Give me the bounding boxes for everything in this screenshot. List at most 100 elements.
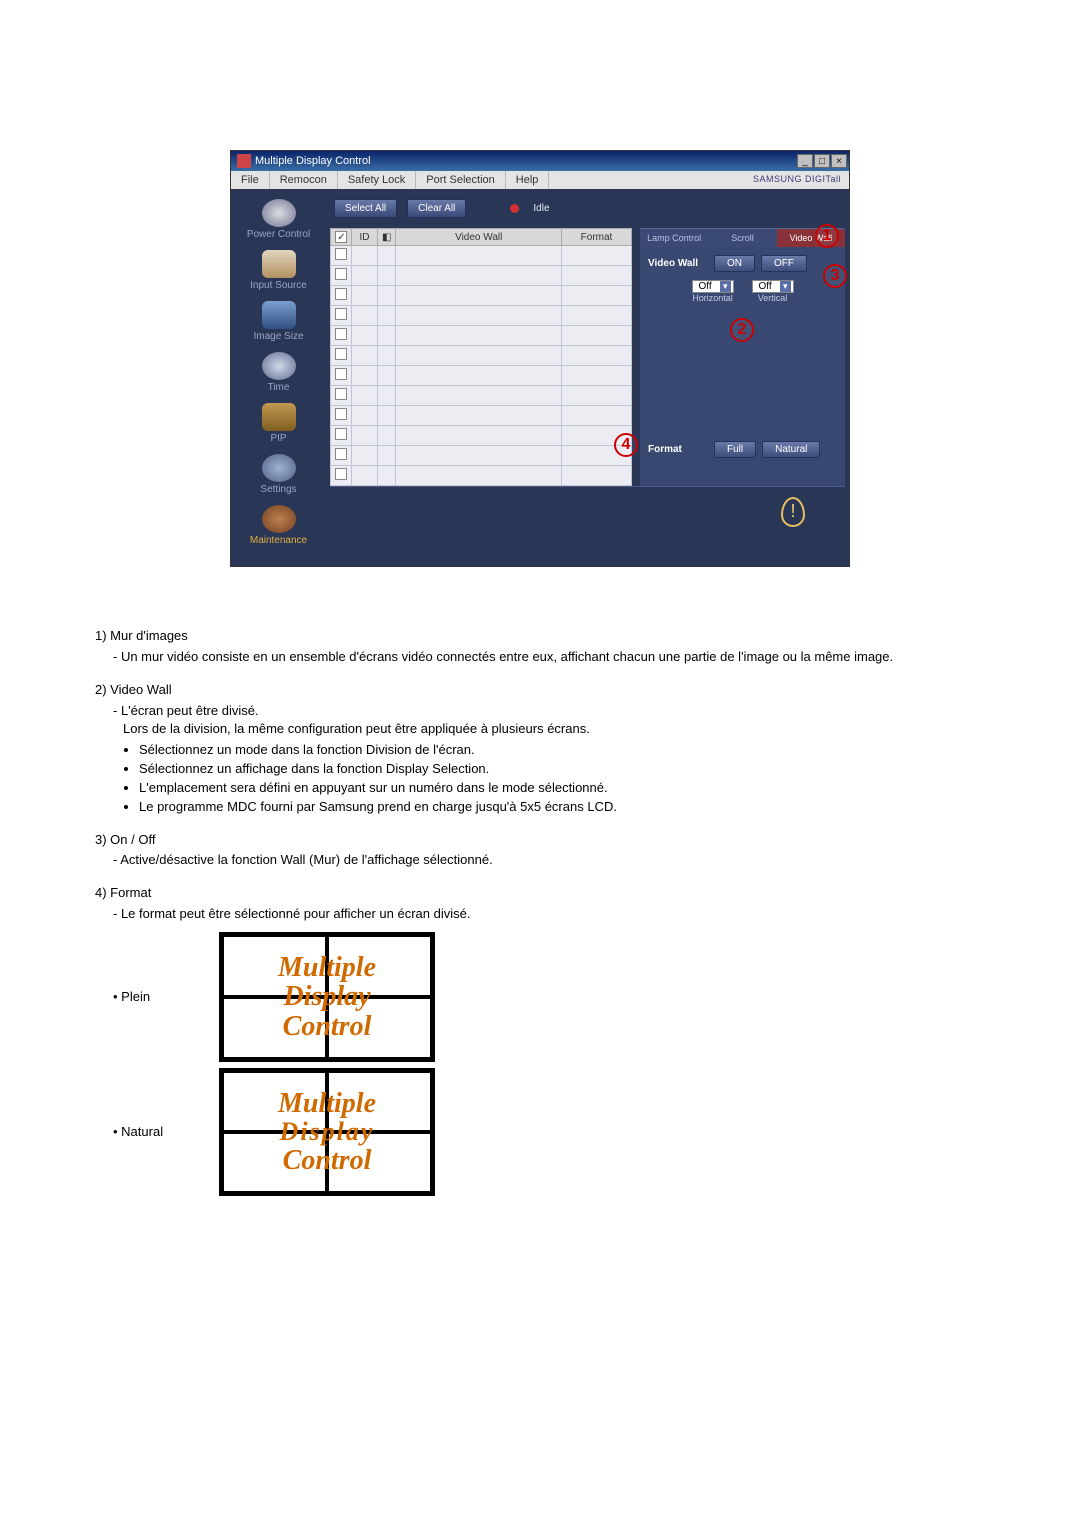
col-id: ID [352, 229, 378, 246]
row-checkbox[interactable] [335, 468, 347, 480]
image-size-icon [262, 301, 296, 329]
table-row[interactable] [331, 406, 632, 426]
row-checkbox[interactable] [335, 368, 347, 380]
tab-scroll[interactable]: Scroll [708, 228, 776, 247]
pip-icon [262, 403, 296, 431]
item-2: 2) Video Wall L'écran peut être divisé. … [95, 681, 1010, 817]
horizontal-select[interactable]: Off▾ [692, 280, 734, 293]
horizontal-value: Off [699, 281, 712, 292]
power-icon [262, 199, 296, 227]
row-checkbox[interactable] [335, 408, 347, 420]
row-checkbox[interactable] [335, 328, 347, 340]
callout-1: 1 [815, 224, 839, 248]
item-1-body: Un mur vidéo consiste en un ensemble d'é… [113, 649, 893, 664]
item-4-body: Le format peut être sélectionné pour aff… [113, 906, 470, 921]
item-3-head: 3) On / Off [95, 831, 1010, 850]
natural-button[interactable]: Natural [762, 441, 820, 458]
select-all-button[interactable]: Select All [334, 199, 397, 218]
sidebar-item-settings[interactable]: Settings [233, 454, 324, 495]
status-idle: Idle [533, 203, 549, 214]
table-row[interactable] [331, 446, 632, 466]
max-button[interactable]: □ [814, 154, 830, 168]
sidebar-label: Input Source [250, 280, 307, 291]
plein-label: Plein [113, 988, 203, 1007]
table-row[interactable] [331, 266, 632, 286]
sidebar-item-time[interactable]: Time [233, 352, 324, 393]
sidebar-item-pip[interactable]: PIP [233, 403, 324, 444]
row-checkbox[interactable] [335, 288, 347, 300]
menu-help[interactable]: Help [506, 171, 550, 189]
sidebar-item-input[interactable]: Input Source [233, 250, 324, 291]
row-checkbox[interactable] [335, 428, 347, 440]
sidebar-label: PIP [270, 433, 286, 444]
title-bar: Multiple Display Control _□× [231, 151, 849, 171]
sidebar-item-maintenance[interactable]: Maintenance [233, 505, 324, 546]
menu-file[interactable]: File [231, 171, 270, 189]
sidebar-label: Maintenance [250, 535, 307, 546]
row-checkbox[interactable] [335, 448, 347, 460]
format-label: Format [648, 444, 708, 455]
table-row[interactable] [331, 286, 632, 306]
list-item: Le programme MDC fourni par Samsung pren… [139, 798, 1010, 817]
plein-figure: Multiple Display Control [219, 932, 435, 1062]
work-row: ID ◧ Video Wall Format La [330, 228, 845, 486]
sidebar-label: Settings [260, 484, 296, 495]
item-2-head: 2) Video Wall [95, 681, 1010, 700]
window-buttons: _□× [796, 154, 847, 168]
table-row[interactable] [331, 346, 632, 366]
vertical-group: Off▾ Vertical [752, 280, 794, 303]
item-1: 1) Mur d'images Un mur vidéo consiste en… [95, 627, 1010, 667]
row-checkbox[interactable] [335, 268, 347, 280]
item-3-body: Active/désactive la fonction Wall (Mur) … [113, 852, 493, 867]
window-title: Multiple Display Control [255, 155, 371, 167]
on-button[interactable]: ON [714, 255, 755, 272]
col-check [331, 229, 352, 246]
sidebar-item-power[interactable]: Power Control [233, 199, 324, 240]
sidebar-label: Power Control [247, 229, 310, 240]
table-row[interactable] [331, 326, 632, 346]
config-panel: Lamp Control Scroll Video Wall 1 Video W… [640, 228, 845, 486]
min-button[interactable]: _ [797, 154, 813, 168]
text-section: 1) Mur d'images Un mur vidéo consiste en… [40, 607, 1040, 1250]
menu-port-selection[interactable]: Port Selection [416, 171, 505, 189]
close-button[interactable]: × [831, 154, 847, 168]
item-4-head: 4) Format [95, 884, 1010, 903]
table-row[interactable] [331, 386, 632, 406]
full-button[interactable]: Full [714, 441, 756, 458]
vertical-select[interactable]: Off▾ [752, 280, 794, 293]
tab-lamp[interactable]: Lamp Control [640, 228, 708, 247]
header-checkbox[interactable] [335, 231, 347, 243]
callout-2: 2 [730, 318, 754, 342]
status-led-icon [510, 204, 519, 213]
item-3: 3) On / Off Active/désactive la fonction… [95, 831, 1010, 871]
sidebar: Power Control Input Source Image Size Ti… [231, 189, 326, 566]
table-row[interactable] [331, 366, 632, 386]
clear-all-button[interactable]: Clear All [407, 199, 466, 218]
info-icon: ! [781, 497, 805, 527]
app-window: Multiple Display Control _□× File Remoco… [230, 150, 850, 567]
app-icon [237, 154, 251, 168]
menu-safety-lock[interactable]: Safety Lock [338, 171, 416, 189]
table-row[interactable] [331, 246, 632, 266]
dropdown-icon: ▾ [780, 281, 791, 292]
table-row[interactable] [331, 426, 632, 446]
menu-remocon[interactable]: Remocon [270, 171, 338, 189]
natural-figure: Multiple Display Control [219, 1068, 435, 1196]
settings-icon [262, 454, 296, 482]
menu-bar: File Remocon Safety Lock Port Selection … [231, 171, 849, 189]
off-button[interactable]: OFF [761, 255, 807, 272]
horizontal-label: Horizontal [692, 293, 734, 303]
table-row[interactable] [331, 306, 632, 326]
format-plein-row: Plein Multiple Display Control [113, 932, 1010, 1062]
toolbar: Select All Clear All Idle [330, 193, 845, 228]
row-checkbox[interactable] [335, 388, 347, 400]
natural-label: Natural [113, 1123, 203, 1142]
sidebar-item-image-size[interactable]: Image Size [233, 301, 324, 342]
video-wall-label: Video Wall [648, 258, 708, 269]
row-checkbox[interactable] [335, 308, 347, 320]
sidebar-label: Image Size [253, 331, 303, 342]
row-checkbox[interactable] [335, 348, 347, 360]
table-row[interactable] [331, 466, 632, 486]
row-checkbox[interactable] [335, 248, 347, 260]
hv-row: Off▾ Horizontal Off▾ Vertical [640, 280, 845, 303]
